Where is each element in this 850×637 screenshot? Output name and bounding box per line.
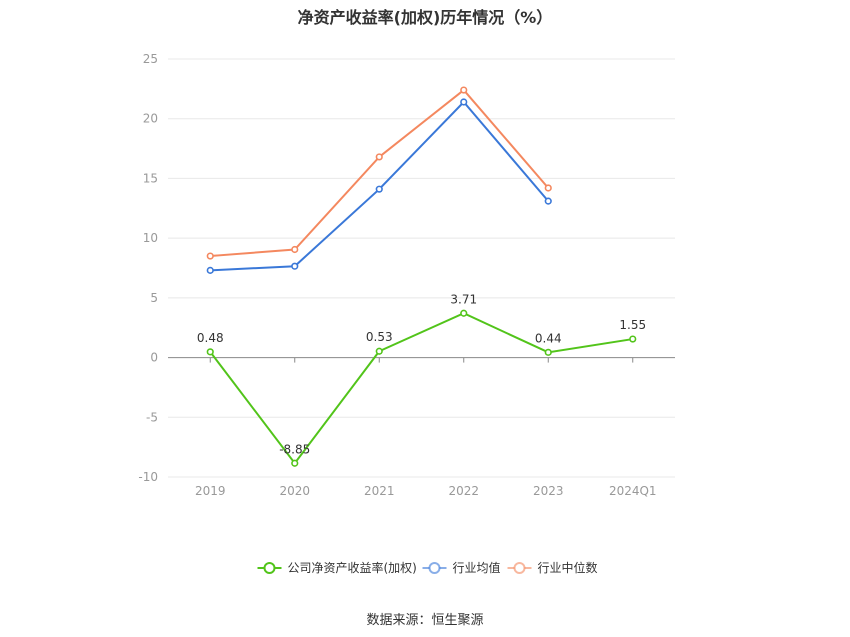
data-source-note: 数据来源：恒生聚源 xyxy=(366,613,484,628)
y-tick-label: 25 xyxy=(143,52,158,66)
data-point xyxy=(460,86,468,94)
data-label: 3.71 xyxy=(450,292,477,306)
x-tick-label: 2020 xyxy=(279,484,310,498)
y-tick-label: -5 xyxy=(146,410,158,424)
y-tick-label: 20 xyxy=(143,112,158,126)
data-label: 0.44 xyxy=(535,331,562,345)
x-tick-label: 2021 xyxy=(364,484,395,498)
data-label: 1.55 xyxy=(619,318,646,332)
legend: 公司净资产收益率(加权) 行业均值 行业中位数 xyxy=(257,560,598,575)
data-point xyxy=(544,197,552,205)
data-point xyxy=(544,348,552,356)
data-point xyxy=(375,347,383,355)
series-line xyxy=(209,312,633,465)
axes: -10 -5 0 5 10 15 20 25 2019 2020 2021 2022 2023 2024Q… xyxy=(138,52,675,498)
y-tick-label: 0 xyxy=(150,351,158,365)
data-point xyxy=(544,184,552,192)
data-point xyxy=(206,266,214,274)
legend-item: 行业中位数 xyxy=(507,560,598,575)
legend-item: 公司净资产收益率(加权) xyxy=(257,560,417,575)
data-label: 0.53 xyxy=(366,330,393,344)
grid-lines xyxy=(168,58,675,478)
legend-label: 行业均值 xyxy=(453,560,501,575)
data-point xyxy=(206,348,214,356)
x-tick-label: 2024Q1 xyxy=(609,484,657,498)
y-tick-label: 10 xyxy=(143,231,158,245)
data-point xyxy=(375,185,383,193)
y-tick-label: -10 xyxy=(138,470,158,484)
legend-item: 行业均值 xyxy=(422,560,501,575)
data-point xyxy=(291,262,299,270)
x-tick-label: 2023 xyxy=(533,484,564,498)
data-label: -8.85 xyxy=(279,442,310,456)
data-point xyxy=(375,153,383,161)
data-point xyxy=(291,459,299,467)
data-point xyxy=(629,335,637,343)
y-tick-label: 15 xyxy=(143,171,158,185)
data-point xyxy=(206,252,214,260)
data-labels: 0.48 -8.85 0.53 3.71 0.44 1.55 xyxy=(197,292,646,456)
legend-marker xyxy=(428,562,441,574)
data-label: 0.48 xyxy=(197,331,224,345)
x-tick-label: 2019 xyxy=(195,484,226,498)
series xyxy=(206,86,637,467)
data-point xyxy=(460,309,468,317)
chart-title: 净资产收益率(加权)历年情况（%） xyxy=(297,8,553,27)
legend-label: 公司净资产收益率(加权) xyxy=(288,560,417,575)
data-point xyxy=(291,245,299,254)
y-tick-label: 5 xyxy=(150,291,158,305)
series-line xyxy=(210,88,550,258)
legend-marker xyxy=(263,562,276,574)
x-tick-label: 2022 xyxy=(448,484,479,498)
legend-label: 行业中位数 xyxy=(538,560,598,575)
legend-marker xyxy=(513,562,526,574)
data-point xyxy=(460,98,468,106)
